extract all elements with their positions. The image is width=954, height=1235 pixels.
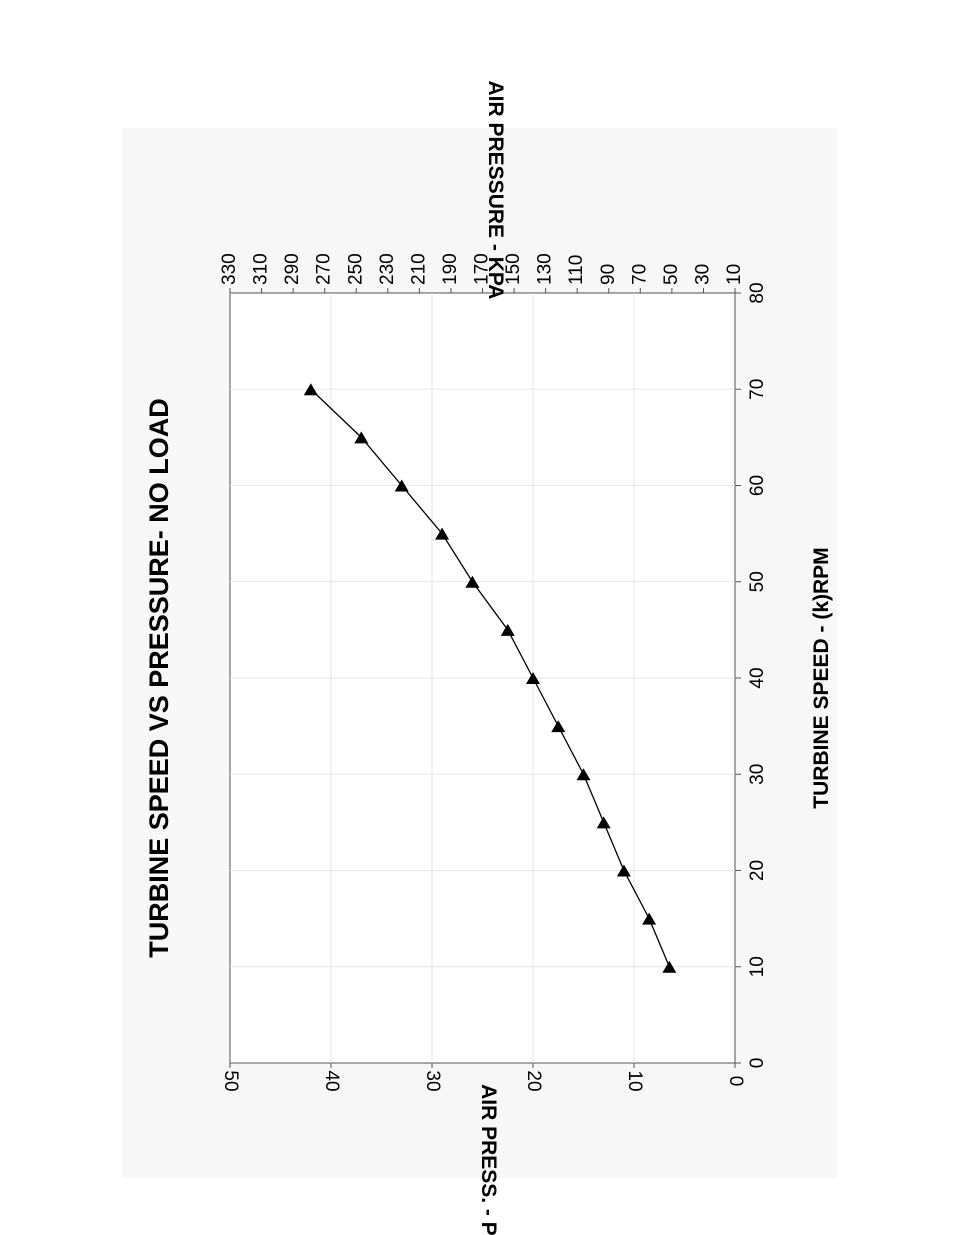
x-tick-label: 60 [747, 475, 768, 496]
data-point-marker [354, 431, 369, 444]
x-tick-label: 20 [747, 860, 768, 881]
data-point-marker [662, 960, 677, 973]
y-tick-label: 10 [624, 1070, 645, 1091]
y2-tick-label: 210 [408, 253, 429, 285]
chart-title: TURBINE SPEED VS PRESSURE- NO LOAD [144, 398, 174, 958]
y2-tick-label: 190 [440, 253, 461, 285]
y2-tick-label: 110 [566, 255, 587, 285]
data-point-marker [616, 864, 631, 877]
y-axis-title: AIR PRESS. - PSIG [477, 1084, 500, 1235]
y2-tick-label: 130 [535, 253, 556, 285]
tick-labels: 0 10 20 30 40 50 60 70 80 0 10 20 30 40 50 10 30 50 70 90 11… [219, 253, 768, 1091]
y2-tick-label: 30 [692, 264, 713, 285]
gridlines [230, 293, 735, 1063]
data-point-marker [551, 720, 566, 733]
y2-axis-title: AIR PRESSURE - KPA [484, 81, 507, 300]
x-tick-label: 50 [747, 571, 768, 592]
data-point-marker [642, 912, 657, 925]
data-point-marker [465, 575, 480, 588]
data-point-marker [576, 768, 591, 781]
y2-tick-label: 170 [472, 253, 493, 285]
y-tick-label: 50 [220, 1070, 241, 1091]
y2-tick-label: 270 [314, 253, 335, 285]
y2-tick-label: 330 [219, 253, 240, 285]
y2-tick-label: 50 [661, 264, 682, 285]
x-tick-label: 10 [747, 956, 768, 977]
data-point-marker [596, 816, 611, 829]
y-tick-label: 20 [523, 1070, 544, 1091]
x-tick-label: 80 [747, 282, 768, 303]
y2-tick-label: 250 [345, 253, 366, 285]
y2-tick-label: 310 [251, 253, 272, 285]
y2-tick-label: 230 [377, 253, 398, 285]
x-tick-label: 70 [747, 379, 768, 400]
y2-tick-label: 10 [724, 264, 745, 285]
x-axis-title: TURBINE SPEED - (k)RPM [810, 547, 833, 808]
x-tick-label: 30 [747, 764, 768, 785]
data-point-marker [303, 383, 318, 396]
data-point-marker [500, 623, 515, 636]
y-tick-label: 40 [321, 1070, 342, 1091]
axis-ticks [229, 288, 741, 1068]
rotated-chart-group: 0 10 20 30 40 50 60 70 80 0 10 20 30 40 50 10 30 50 70 90 11… [144, 81, 833, 1235]
y2-tick-label: 150 [503, 253, 524, 285]
y2-tick-label: 70 [629, 264, 650, 285]
data-series [303, 383, 677, 973]
x-tick-label: 40 [747, 667, 768, 688]
y2-tick-label: 290 [282, 253, 303, 285]
data-point-marker [394, 479, 409, 492]
x-tick-label: 0 [747, 1058, 768, 1069]
y-tick-label: 0 [725, 1076, 746, 1087]
data-point-marker [526, 672, 540, 684]
y-tick-label: 30 [422, 1070, 443, 1091]
y2-tick-label: 90 [598, 264, 619, 285]
data-point-marker [435, 527, 450, 540]
